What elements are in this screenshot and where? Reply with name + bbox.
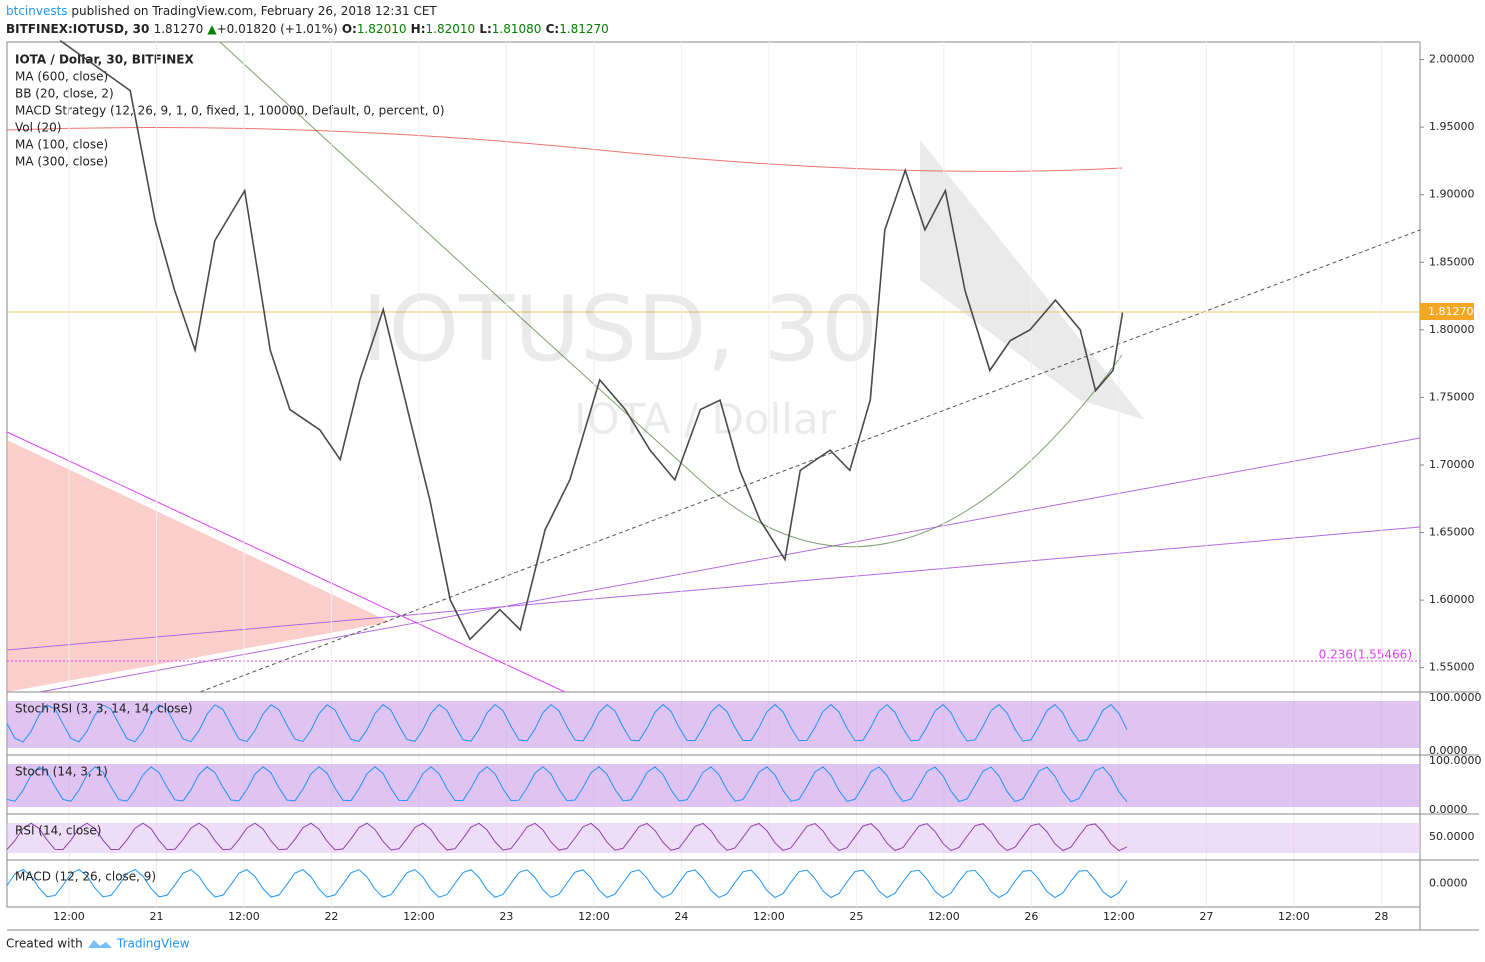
x-tick-label: 26 (1024, 910, 1038, 923)
indicator-label: BB (20, close, 2) (15, 87, 114, 101)
y-tick-label: 1.75000 (1429, 390, 1475, 403)
x-tick-label: 12:00 (928, 910, 960, 923)
low: 1.81080 (491, 22, 542, 36)
indicator-label: MA (300, close) (15, 155, 108, 169)
x-tick-label: 12:00 (578, 910, 610, 923)
x-tick-label: 21 (149, 910, 163, 923)
pane-tick-label: 0.0000 (1429, 803, 1468, 816)
symbol: BITFINEX:IOTUSD, 30 (6, 22, 150, 36)
indicator-label: MA (600, close) (15, 70, 108, 84)
trend-line (6, 431, 566, 693)
pane-tick-label: 50.0000 (1429, 830, 1475, 843)
quote-line: BITFINEX:IOTUSD, 30 1.81270 ▲+0.01820 (+… (6, 22, 609, 36)
x-tick-label: 27 (1199, 910, 1213, 923)
pane-band (7, 823, 1420, 853)
h-label: H: (410, 22, 426, 36)
pane-tick-label: 0.0000 (1429, 744, 1468, 757)
pane-title: Stoch RSI (3, 3, 14, 14, close) (15, 702, 193, 716)
x-tick-label: 28 (1374, 910, 1388, 923)
trend-line (6, 526, 1421, 651)
x-tick-label: 23 (499, 910, 513, 923)
pane-tick-label: 0.0000 (1429, 877, 1468, 890)
watermark-name: IOTA / Dollar (574, 395, 837, 444)
tradingview-logo (88, 940, 112, 948)
y-tick-label: 1.70000 (1429, 458, 1475, 471)
pane-title: RSI (14, close) (15, 824, 101, 838)
c-label: C: (545, 22, 560, 36)
indicator-line (6, 766, 1128, 803)
trend-line (39, 437, 1421, 693)
ma-line (6, 127, 1123, 172)
y-tick-label: 1.65000 (1429, 526, 1475, 539)
indicator-label: IOTA / Dollar, 30, BITFINEX (15, 53, 195, 67)
indicator-line (6, 822, 1128, 852)
pane-tick-label: 100.0000 (1429, 691, 1482, 704)
change: +0.01820 (+1.01%) (216, 22, 338, 36)
y-tick-label: 1.55000 (1429, 661, 1475, 674)
pane-tick-label: 100.0000 (1429, 754, 1482, 767)
open: 1.82010 (356, 22, 407, 36)
pane-title: MACD (12, 26, close, 9) (15, 870, 156, 884)
y-tick-label: 1.80000 (1429, 323, 1475, 336)
last-price-badge (1420, 303, 1474, 320)
pane-band (7, 764, 1420, 807)
x-tick-label: 22 (324, 910, 338, 923)
x-tick-label: 12:00 (753, 910, 785, 923)
publisher[interactable]: btcinvests (6, 4, 68, 18)
x-tick-label: 12:00 (53, 910, 85, 923)
close: 1.81270 (559, 22, 609, 36)
indicator-label: MACD Strategy (12, 26, 9, 1, 0, fixed, 1… (15, 104, 445, 118)
x-tick-label: 12:00 (1103, 910, 1135, 923)
ma-line (219, 41, 1123, 548)
price-line (59, 39, 1124, 641)
l-label: L: (479, 22, 492, 36)
y-tick-label: 2.00000 (1429, 53, 1475, 66)
fib-label: 0.236(1.55466) (1319, 648, 1412, 662)
brand[interactable]: TradingView (116, 937, 190, 951)
trend-line (199, 229, 1421, 693)
indicator-label: Vol (20) (15, 121, 61, 135)
o-label: O: (341, 22, 357, 36)
y-tick-label: 1.90000 (1429, 188, 1475, 201)
y-tick-label: 1.95000 (1429, 120, 1475, 133)
pane-band (7, 701, 1420, 748)
x-tick-label: 12:00 (403, 910, 435, 923)
watermark-symbol: IOTUSD, 30 (362, 277, 878, 382)
indicator-line (6, 703, 1128, 743)
channel-drawing (920, 140, 1145, 420)
published-text: published on TradingView.com, February 2… (71, 4, 437, 18)
x-tick-label: 25 (849, 910, 863, 923)
y-tick-label: 1.60000 (1429, 593, 1475, 606)
x-tick-label: 12:00 (1278, 910, 1310, 923)
high: 1.82010 (425, 22, 476, 36)
y-tick-label: 1.85000 (1429, 255, 1475, 268)
created-with: Created with (6, 937, 83, 951)
x-tick-label: 12:00 (228, 910, 260, 923)
up-arrow: ▲ (207, 22, 217, 36)
publish-line: btcinvests published on TradingView.com,… (6, 4, 437, 18)
last-price-label: 1.81270 (1428, 305, 1474, 318)
x-tick-label: 24 (674, 910, 688, 923)
last: 1.81270 (153, 22, 204, 36)
indicator-line (6, 868, 1128, 899)
triangle-drawing (7, 440, 390, 692)
pane-title: Stoch (14, 3, 1) (15, 765, 108, 779)
indicator-label: MA (100, close) (15, 138, 108, 152)
